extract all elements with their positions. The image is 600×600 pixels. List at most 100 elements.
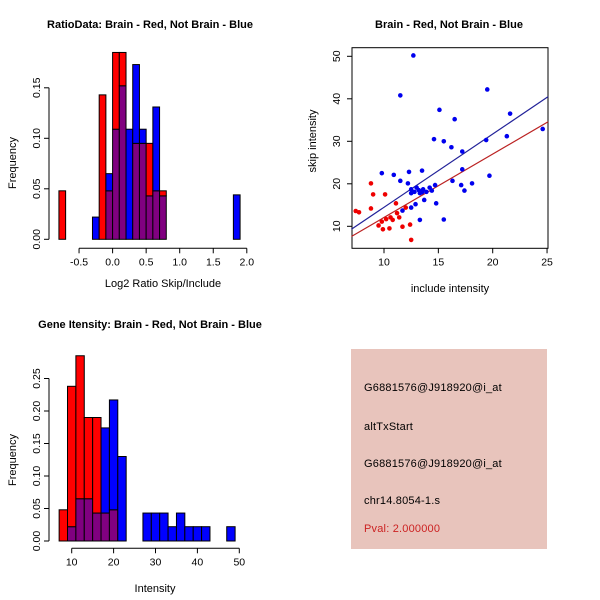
scatter-point-blue <box>412 189 417 195</box>
histogram-plot-area: -0.5 0.0 0.5 1.0 1.5 2.0 0.00 0.05 0.10 0.15 <box>31 51 254 268</box>
histogram-bar-blue <box>100 427 110 514</box>
scatter-point-blue <box>421 197 427 203</box>
histogram-bar-overlap <box>145 195 154 240</box>
histogram-bar-blue <box>142 512 152 542</box>
scatter-point-blue <box>431 136 437 142</box>
y-tick-label: 10 <box>331 220 343 232</box>
y-tick-label: 40 <box>331 93 343 105</box>
x-tick-label: 20 <box>108 556 120 568</box>
red-regression-line <box>351 121 549 238</box>
scatter-point-blue <box>458 182 464 188</box>
scatter-point-blue <box>487 173 492 179</box>
blue-regression-line <box>351 96 549 230</box>
scatter-point-blue <box>419 168 425 173</box>
scatter-point-blue <box>450 178 455 184</box>
y-tick-label: 0.10 <box>31 466 43 487</box>
scatter-point-blue <box>408 187 414 192</box>
event-type-text: altTxStart <box>364 421 414 433</box>
histogram-bar-blue <box>175 512 186 542</box>
scatter-point-blue <box>411 53 416 58</box>
histogram-bar-blue <box>232 194 241 240</box>
histogram-bar-overlap <box>118 85 127 240</box>
intensity-scatter-panel: Brain - Red, Not Brain - Blue include in… <box>307 19 553 295</box>
y-tick-label: 0.20 <box>31 401 43 422</box>
scatter-point-blue <box>408 205 414 210</box>
scatter-point-blue <box>433 201 439 206</box>
histogram-bar-overlap <box>138 142 147 240</box>
scatter-point-blue <box>540 126 546 132</box>
histogram-bar-red <box>83 417 94 500</box>
y-axis-label: Frequency <box>7 137 19 189</box>
pval-text: Pval: 2.000000 <box>364 523 441 535</box>
x-tick-label: 0.5 <box>139 256 154 268</box>
probe-id-text-2: G6881576@J918920@i_at <box>364 458 502 470</box>
x-tick-label: 2.0 <box>239 256 254 268</box>
scatter-plot-area: 10 15 20 25 10 20 30 40 50 <box>331 47 553 268</box>
chromosome-text: chr14.8054-1.s <box>364 495 441 507</box>
scatter-point-blue <box>469 181 475 186</box>
scatter-point-red <box>383 216 389 222</box>
x-axis-label: Intensity <box>135 583 176 595</box>
scatter-point-red <box>382 192 388 197</box>
scatter-point-red <box>376 223 381 228</box>
x-tick-label: 0.0 <box>105 256 120 268</box>
scatter-point-red <box>387 226 392 231</box>
scatter-point-red <box>368 181 374 186</box>
histogram-bar-blue <box>152 106 161 192</box>
scatter-point-blue <box>398 93 403 98</box>
histogram-bar-overlap <box>92 512 102 542</box>
scatter-point-blue <box>459 149 465 154</box>
x-tick-label: 50 <box>233 556 245 568</box>
scatter-point-blue <box>417 217 423 223</box>
probe-id-text: G6881576@J918920@i_at <box>364 382 502 394</box>
y-tick-label: 30 <box>331 135 343 147</box>
histogram-bar-blue <box>150 512 161 542</box>
x-tick-label: 40 <box>192 556 204 568</box>
scatter-point-blue <box>441 217 447 222</box>
x-axis-label: include intensity <box>411 283 490 295</box>
x-tick-label: 10 <box>66 556 78 568</box>
histogram-bar-red <box>67 385 77 528</box>
histogram-bar-blue <box>167 526 177 542</box>
y-tick-label: 50 <box>331 50 343 62</box>
histogram-bar-blue <box>117 456 127 542</box>
histogram-bar-overlap <box>152 190 161 240</box>
scatter-point-red <box>356 209 362 215</box>
histogram-bar-blue <box>184 526 194 542</box>
scatter-point-blue <box>391 172 397 178</box>
x-tick-label: 1.5 <box>206 256 221 268</box>
chart-title: RatioData: Brain - Red, Not Brain - Blue <box>47 19 253 31</box>
histogram-bar-red <box>98 94 107 240</box>
scatter-point-red <box>393 201 399 206</box>
y-tick-label: 0.15 <box>31 77 43 98</box>
histogram-bar-blue <box>105 173 114 192</box>
histogram-bar-blue <box>226 526 236 542</box>
scatter-point-blue <box>483 137 489 143</box>
y-tick-label: 20 <box>331 178 343 190</box>
y-axis-label: Frequency <box>7 434 19 486</box>
x-tick-label: 25 <box>541 256 553 268</box>
plot-box <box>351 47 549 249</box>
histogram-bar-red <box>92 417 102 514</box>
histogram-bar-blue <box>91 216 100 240</box>
x-tick-label: 1.0 <box>172 256 187 268</box>
y-tick-label: 0.05 <box>31 498 43 519</box>
histogram-bar-blue <box>201 526 211 542</box>
scatter-point-red <box>370 192 376 197</box>
histogram-bar-blue <box>159 512 169 542</box>
scatter-point-blue <box>400 208 405 213</box>
scatter-point-blue <box>420 187 426 192</box>
x-tick-label: -0.5 <box>70 256 88 268</box>
info-panel: G6881576@J918920@i_at altTxStart G688157… <box>351 349 547 549</box>
histogram-bar-blue <box>132 64 140 144</box>
scatter-point-blue <box>429 188 435 193</box>
y-axis-label: skip intensity <box>307 109 319 172</box>
histogram-bar-red <box>75 355 85 500</box>
x-tick-label: 20 <box>487 256 499 268</box>
histogram-bar-red <box>159 190 167 197</box>
y-tick-label: 0.10 <box>31 128 43 149</box>
x-tick-label: 30 <box>150 556 162 568</box>
histogram-bar-overlap <box>132 142 140 240</box>
y-tick-label: 0.15 <box>31 433 43 454</box>
x-axis-label: Log2 Ratio Skip/Include <box>105 278 221 290</box>
